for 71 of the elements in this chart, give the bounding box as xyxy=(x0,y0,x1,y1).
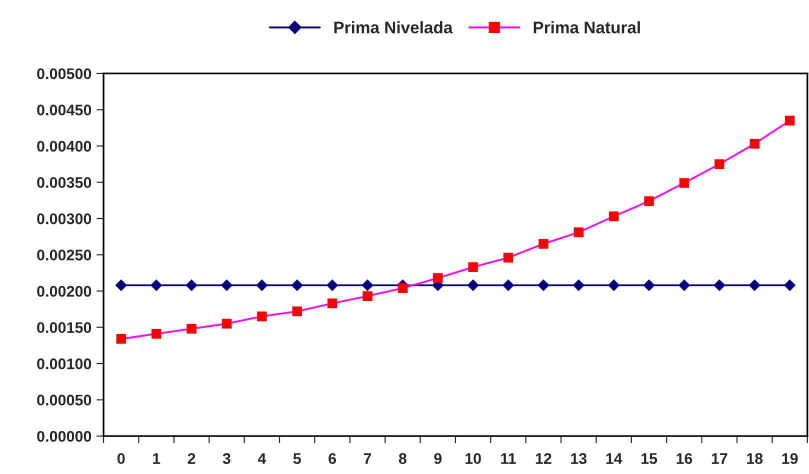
y-tick-label: 0.00250 xyxy=(37,250,92,260)
y-tick-label: 0.00150 xyxy=(37,322,92,333)
point xyxy=(362,291,372,301)
point xyxy=(679,178,690,188)
legend-label: Prima Nivelada xyxy=(334,21,453,34)
x-tick-label: 5 xyxy=(293,453,301,464)
point xyxy=(574,227,584,238)
x-tick-label: 9 xyxy=(434,453,442,464)
point xyxy=(186,324,196,334)
point xyxy=(220,279,233,292)
x-tick-label: 17 xyxy=(712,453,728,464)
point xyxy=(784,116,795,126)
y-tick-label: 0.00050 xyxy=(37,394,92,406)
point xyxy=(292,306,302,316)
x-tick-label: 15 xyxy=(641,453,658,464)
point xyxy=(572,279,585,292)
point xyxy=(327,298,338,308)
point xyxy=(748,279,760,292)
x-tick-label: 2 xyxy=(188,453,196,464)
point xyxy=(784,279,796,292)
point xyxy=(256,279,268,292)
point xyxy=(150,279,162,292)
x-tick-label: 0 xyxy=(118,453,125,464)
y-tick-label: 0.00300 xyxy=(37,213,92,224)
x-tick-label: 3 xyxy=(222,453,230,464)
x-tick-label: 6 xyxy=(328,453,336,464)
point xyxy=(151,328,162,339)
y-tick-label: 0.00400 xyxy=(37,140,92,152)
point xyxy=(326,279,338,292)
point xyxy=(750,138,760,149)
x-tick-label: 4 xyxy=(258,453,266,464)
x-tick-label: 1 xyxy=(153,453,160,464)
point xyxy=(468,262,478,272)
y-tick-label: 0.00500 xyxy=(37,68,92,80)
point xyxy=(714,279,726,292)
y-tick-label: 0.00200 xyxy=(37,286,92,297)
point xyxy=(538,279,550,292)
point xyxy=(186,279,198,292)
point xyxy=(503,252,514,263)
point xyxy=(115,279,128,292)
x-tick-label: 8 xyxy=(398,453,406,464)
point xyxy=(398,283,408,293)
x-tick-label: 19 xyxy=(782,453,798,464)
point xyxy=(362,279,374,292)
point xyxy=(222,318,232,329)
y-tick-label: 0.00000 xyxy=(37,430,92,442)
point xyxy=(644,196,654,206)
x-tick-label: 10 xyxy=(466,453,481,464)
y-tick-label: 0.00350 xyxy=(37,177,92,188)
x-tick-label: 7 xyxy=(364,453,372,464)
point xyxy=(678,279,690,292)
x-tick-label: 18 xyxy=(747,453,763,464)
x-tick-label: 13 xyxy=(571,453,587,464)
point xyxy=(608,211,619,222)
point xyxy=(291,279,303,292)
point xyxy=(643,279,655,292)
point xyxy=(467,279,479,292)
x-tick-label: 14 xyxy=(606,453,622,464)
x-tick-label: 11 xyxy=(501,453,516,464)
x-tick-label: 12 xyxy=(536,453,552,464)
point xyxy=(502,279,514,292)
point xyxy=(608,279,620,292)
x-tick-label: 16 xyxy=(676,453,692,464)
legend-label: Prima Natural xyxy=(534,21,640,34)
point xyxy=(433,273,443,283)
point xyxy=(538,239,548,249)
point xyxy=(257,312,267,322)
y-tick-label: 0.00100 xyxy=(37,358,92,370)
y-tick-label: 0.00450 xyxy=(37,104,92,116)
point xyxy=(714,159,724,169)
point xyxy=(116,334,126,344)
